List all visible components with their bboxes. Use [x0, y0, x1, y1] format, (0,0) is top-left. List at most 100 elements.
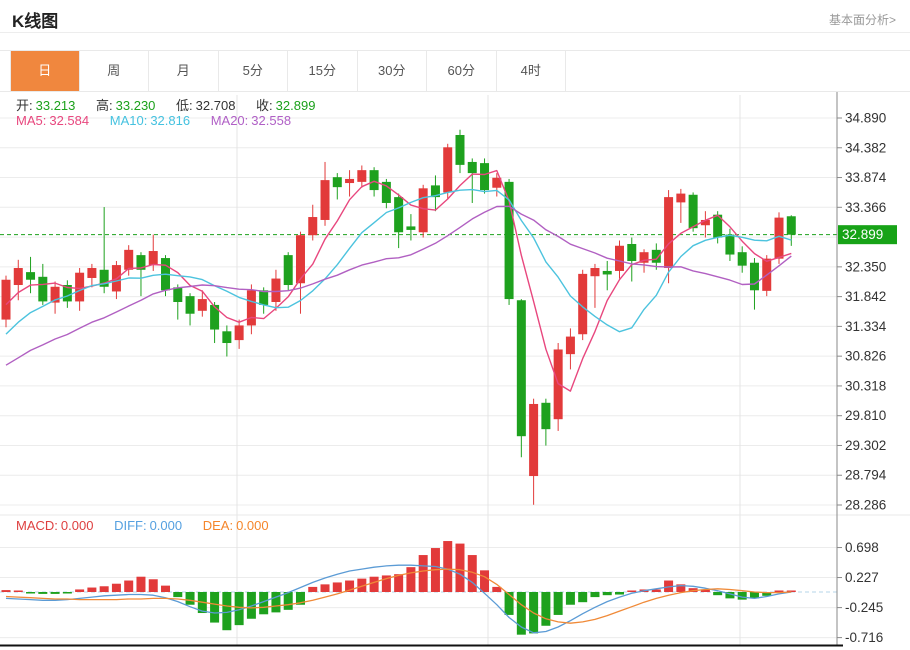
candle-body [565, 336, 575, 355]
candle-body [480, 163, 490, 191]
ma10-value: 32.816 [150, 113, 191, 128]
macd-bar [308, 586, 318, 592]
ma5-line [5, 169, 792, 392]
tab-5min[interactable]: 5分 [218, 51, 288, 91]
candle-body [664, 197, 674, 269]
tab-30min[interactable]: 30分 [357, 51, 427, 91]
candle-body [688, 194, 698, 229]
ma5-label: MA5: [16, 113, 47, 128]
tab-4hour[interactable]: 4时 [496, 51, 566, 91]
candle-body [1, 279, 11, 320]
tab-15min[interactable]: 15分 [288, 51, 358, 91]
macd-bar [173, 592, 183, 598]
candle-body [369, 170, 379, 191]
ma-legend: MA5: 32.584 MA10: 32.816 MA20: 32.558 [16, 113, 308, 128]
macd-bar [234, 592, 244, 626]
macd-bar [467, 555, 477, 592]
candle-body [50, 286, 60, 303]
macd-bar [725, 592, 735, 599]
y-axis-label: 34.890 [845, 111, 886, 126]
price-marker-label: 32.899 [842, 227, 883, 242]
ohlc-legend: 开: 33.213 高: 33.230 低: 32.708 收: 32.899 [16, 95, 332, 114]
high-value: 33.230 [115, 98, 156, 113]
candle-body [737, 252, 747, 266]
macd-bar [210, 592, 220, 623]
candle-body [197, 299, 207, 311]
macd-bar [99, 586, 109, 592]
macd-bar [345, 580, 355, 592]
candle-body [381, 181, 391, 203]
macd-axis-label: 0.698 [845, 540, 879, 555]
y-axis-label: 31.334 [845, 319, 887, 334]
candle-body [308, 217, 318, 236]
candle-body [627, 243, 637, 261]
y-axis-label: 30.826 [845, 349, 886, 364]
candle-body [75, 272, 85, 302]
macd-bar [737, 592, 747, 600]
candle-body [357, 170, 367, 182]
candle-body [578, 273, 588, 335]
candle-body [418, 188, 428, 233]
candle-body [516, 300, 526, 437]
y-axis-label: 31.842 [845, 289, 886, 304]
macd-bar [394, 574, 404, 592]
candle-body [749, 262, 759, 291]
macd-bar [26, 592, 36, 594]
candle-body [590, 268, 600, 277]
macd-bar [418, 555, 428, 592]
macd-bar [774, 590, 784, 592]
macd-bar [541, 592, 551, 626]
macd-axis-label: 0.227 [845, 570, 879, 585]
macd-bar [283, 592, 293, 610]
candle-body [676, 193, 686, 203]
kline-chart-canvas[interactable]: 34.890 34.382 33.874 33.366 32.350 31.842 31.3… [0, 92, 910, 650]
macd-bar [676, 584, 686, 592]
macd-bar [443, 541, 453, 592]
candle-body [786, 216, 796, 235]
tab-60min[interactable]: 60分 [427, 51, 497, 91]
low-value: 32.708 [195, 98, 236, 113]
macd-bar [713, 592, 723, 596]
macd-bar [222, 592, 232, 631]
candle-body [529, 403, 539, 477]
macd-bar [295, 592, 305, 605]
candle-body [639, 252, 649, 263]
macd-bar [161, 585, 171, 592]
macd-bar [590, 592, 600, 598]
candle-body [602, 270, 612, 275]
close-label: 收: [256, 98, 273, 113]
diff-line [5, 564, 792, 634]
candle-body [210, 304, 220, 330]
candle-body [443, 147, 453, 193]
ma20-value: 32.558 [251, 113, 292, 128]
ma5-value: 32.584 [49, 113, 90, 128]
macd-bar [62, 592, 72, 594]
candle-body [320, 180, 330, 220]
dea-line [5, 568, 792, 624]
macd-bar [75, 589, 85, 592]
macd-bar [406, 567, 416, 592]
tab-month[interactable]: 月 [149, 51, 219, 91]
candle-body [345, 178, 355, 184]
tab-week[interactable]: 周 [79, 51, 149, 91]
macd-bar [87, 587, 97, 592]
candle-body [62, 285, 72, 302]
macd-bar [516, 592, 526, 635]
y-axis-label: 28.286 [845, 498, 886, 513]
candle-body [332, 177, 342, 188]
macd-bar [700, 589, 710, 592]
price-marker-box [838, 225, 897, 245]
fundamental-analysis-link[interactable]: 基本面分析> [828, 13, 896, 27]
candle-body [725, 234, 735, 255]
macd-bar [762, 592, 772, 596]
dea-value: 0.000 [236, 518, 269, 533]
y-axis-label: 29.302 [845, 438, 886, 453]
close-value: 32.899 [275, 98, 316, 113]
candle-body [87, 268, 97, 278]
candle-body [99, 269, 109, 287]
macd-bar [749, 592, 759, 599]
tab-day[interactable]: 日 [10, 51, 80, 91]
dea-label: DEA: [202, 518, 234, 533]
macd-bar [455, 543, 465, 592]
